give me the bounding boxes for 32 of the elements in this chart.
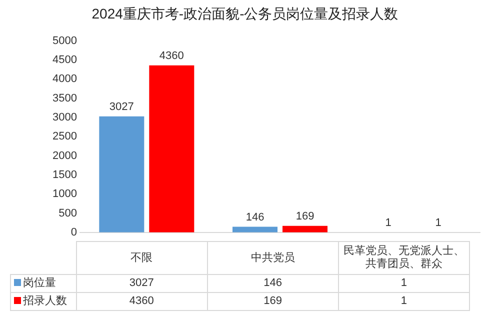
y-tick-label: 4000 [52, 73, 77, 86]
data-label: 146 [207, 274, 338, 292]
data-label: 1 [338, 292, 470, 310]
legend-label: 岗位量 [23, 277, 56, 289]
text: 169 [296, 210, 314, 222]
legend-label: 招录人数 [23, 295, 67, 307]
y-tick-label: 4500 [52, 54, 77, 66]
y-tick-label: 1000 [52, 188, 77, 200]
text: 4360 [159, 50, 184, 62]
text: 1 [435, 216, 442, 229]
y-tick-label: 2500 [52, 130, 77, 143]
y-tick-label: 1500 [52, 168, 77, 181]
data-label: 1 [338, 274, 470, 292]
y-tick-label: 2000 [52, 150, 77, 162]
chart-title: 2024重庆市考-政治面貌-公务员岗位量及招录人数 [92, 5, 398, 22]
data-label: 4360 [76, 292, 208, 310]
y-tick-label: 0 [70, 226, 77, 238]
data-label: 169 [207, 292, 338, 310]
bar [149, 65, 194, 232]
y-tick-label: 5000 [52, 34, 77, 47]
bar [282, 226, 328, 232]
x-tick-label: 民革党员、无党派人士、共青团员、群众 [338, 242, 470, 274]
y-tick-label: 500 [58, 207, 77, 220]
data-label: 3027 [76, 274, 208, 292]
bar [99, 116, 144, 232]
y-tick-label: 3000 [52, 111, 77, 124]
x-tick-label: 中共党员 [207, 242, 338, 274]
x-tick-label: 不限 [76, 242, 208, 274]
text: 146 [246, 211, 264, 224]
text: 1 [385, 216, 392, 229]
y-tick-label: 3500 [52, 92, 77, 104]
text: 3027 [109, 100, 134, 113]
